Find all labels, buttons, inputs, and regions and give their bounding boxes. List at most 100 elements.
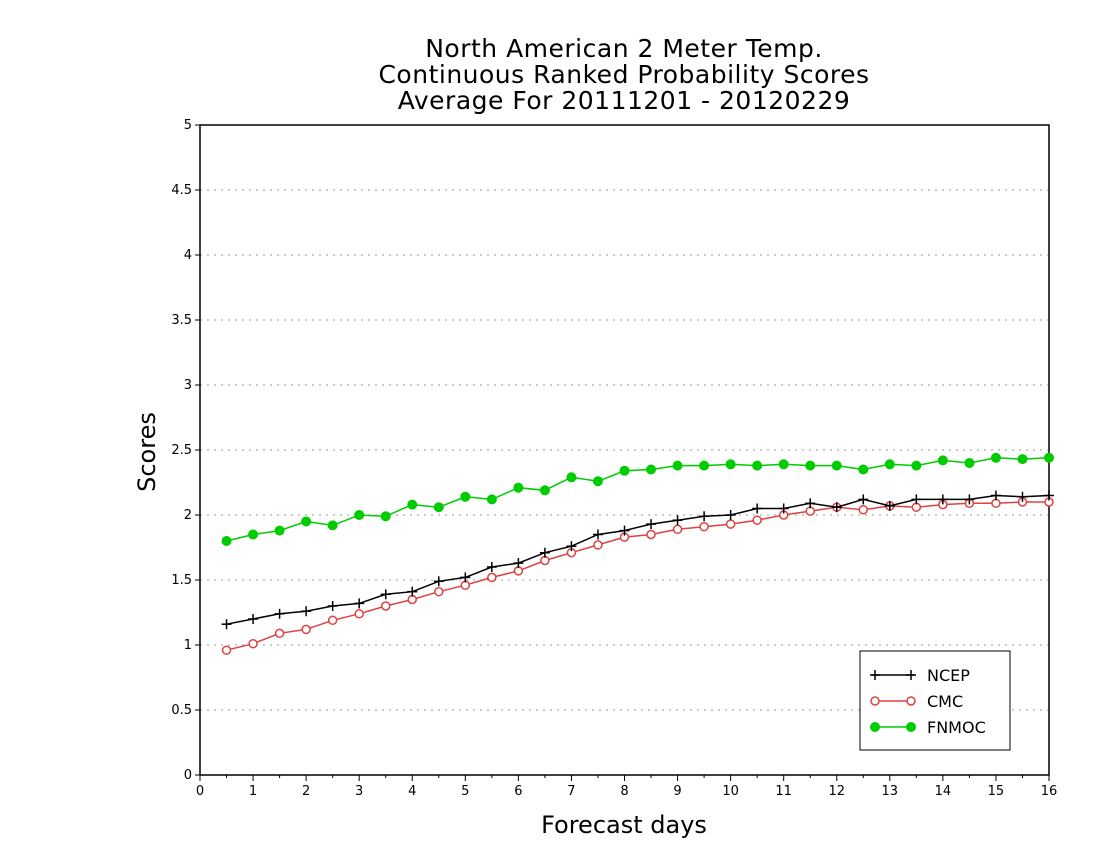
x-tick-label: 1 [249,784,257,799]
gridlines [200,189,1049,711]
series-fnmoc-point [221,536,232,546]
y-tick-label: 3.5 [171,313,192,328]
series-ncep-point [937,494,948,505]
series-ncep-point [619,525,630,536]
x-tick-label: 15 [988,784,1005,799]
series-ncep-point [964,494,975,505]
legend-marker-fnmoc [906,722,916,732]
y-tick-label: 5 [184,118,192,133]
y-axis-label: Scores [133,412,161,492]
series-ncep-point [274,608,285,619]
x-tick-label: 10 [722,784,739,799]
series-fnmoc-point [248,529,259,540]
x-tick-label: 12 [828,784,845,799]
series-fnmoc-point [566,472,577,483]
legend-entry-cmc: CMC [870,692,963,711]
series-ncep-point [327,601,338,611]
series-ncep-point [858,494,869,505]
legend: NCEP CMC FNMOC [859,650,1011,751]
series-fnmoc-point [964,458,975,468]
series-ncep-point [354,598,365,609]
series-fnmoc-point [699,460,710,471]
x-tick-label: 8 [620,784,628,799]
legend-marker-ncep [870,670,880,680]
series-fnmoc-point [327,520,338,531]
series-fnmoc-point [1017,454,1028,465]
x-tick-label: 0 [196,784,204,799]
series-ncep-point [407,586,418,597]
series-fnmoc-point [725,459,736,470]
y-tick-label: 2.5 [171,443,192,458]
series-ncep-point [831,502,842,513]
x-tick-label: 9 [673,784,681,799]
series-fnmoc-point [752,460,763,471]
x-tick-label: 14 [935,784,952,799]
series-fnmoc-point [990,452,1001,463]
series-fnmoc-point [619,465,630,476]
series-cmc-point [513,566,524,576]
series-fnmoc-point [858,464,869,475]
series-fnmoc-point [778,459,789,470]
y-tick-label: 4.5 [171,183,192,198]
series-ncep-point [566,541,577,552]
series-cmc-point [911,502,922,512]
series-fnmoc-point [274,525,285,536]
axes: 00.511.522.533.544.550 1 2 3 4 5 6 7 8 9 10 11 12 13 1… [171,118,1057,799]
series-fnmoc-point [592,476,603,487]
series-fnmoc-point [433,502,444,513]
series-fnmoc-point [407,499,418,510]
series-cmc-point [858,505,869,515]
series-cmc-point [274,628,285,639]
series-ncep-point [725,510,736,520]
x-tick-label: 13 [882,784,899,799]
series-cmc-point [248,638,258,649]
series-cmc-point [354,609,364,619]
legend-entry-ncep: NCEP [870,666,970,685]
series-fnmoc-point [672,460,683,471]
series-ncep-point [990,490,1001,501]
series-fnmoc-point [301,516,312,527]
series-ncep-point [513,558,524,569]
y-tick-label: 0.5 [171,703,192,718]
x-tick-label: 5 [461,784,469,799]
x-axis-label: Forecast days [541,811,707,839]
series-cmc-point [380,601,391,611]
series-fnmoc-point [486,494,497,505]
series-ncep-point [539,547,550,558]
series-ncep-line [226,494,1050,625]
series-cmc-point [752,515,762,525]
legend-marker-cmc [906,696,916,706]
series-ncep-point [752,503,763,514]
series-fnmoc-point [831,460,842,471]
series-fnmoc-point [805,460,816,471]
series-cmc-line [226,501,1049,651]
series-fnmoc-point [646,464,657,475]
series-ncep-point [248,614,259,624]
series-fnmoc-point [884,459,895,470]
series-ncep-point [460,572,471,583]
series-ncep-point [221,619,232,630]
series-ncep-point [699,511,710,522]
x-tick-label: 2 [302,784,310,799]
series-ncep-point [884,500,895,511]
series-cmc-point [327,615,338,626]
series-fnmoc-point [380,511,391,522]
y-tick-label: 4 [184,248,192,263]
y-tick-label: 3 [184,378,192,393]
x-tick-label: 16 [1041,784,1058,799]
series-cmc-point [725,519,736,529]
legend-entry-fnmoc: FNMOC [870,718,986,737]
series-ncep-point [778,503,789,514]
y-tick-label: 1 [184,638,192,653]
series-ncep-point [301,606,312,617]
series-ncep-point [805,498,816,509]
series-ncep-point [672,515,683,526]
y-tick-label: 0 [184,768,192,783]
series-fnmoc [221,452,1054,546]
series-lines [221,452,1054,655]
series-ncep-point [433,576,444,587]
series-ncep-point [1044,490,1054,501]
series-ncep-point [592,529,603,540]
series-ncep-point [380,589,391,600]
